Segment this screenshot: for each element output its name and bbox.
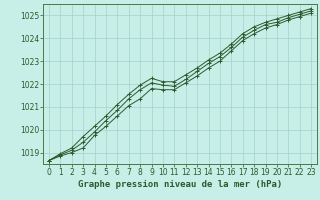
X-axis label: Graphe pression niveau de la mer (hPa): Graphe pression niveau de la mer (hPa) xyxy=(78,180,282,189)
